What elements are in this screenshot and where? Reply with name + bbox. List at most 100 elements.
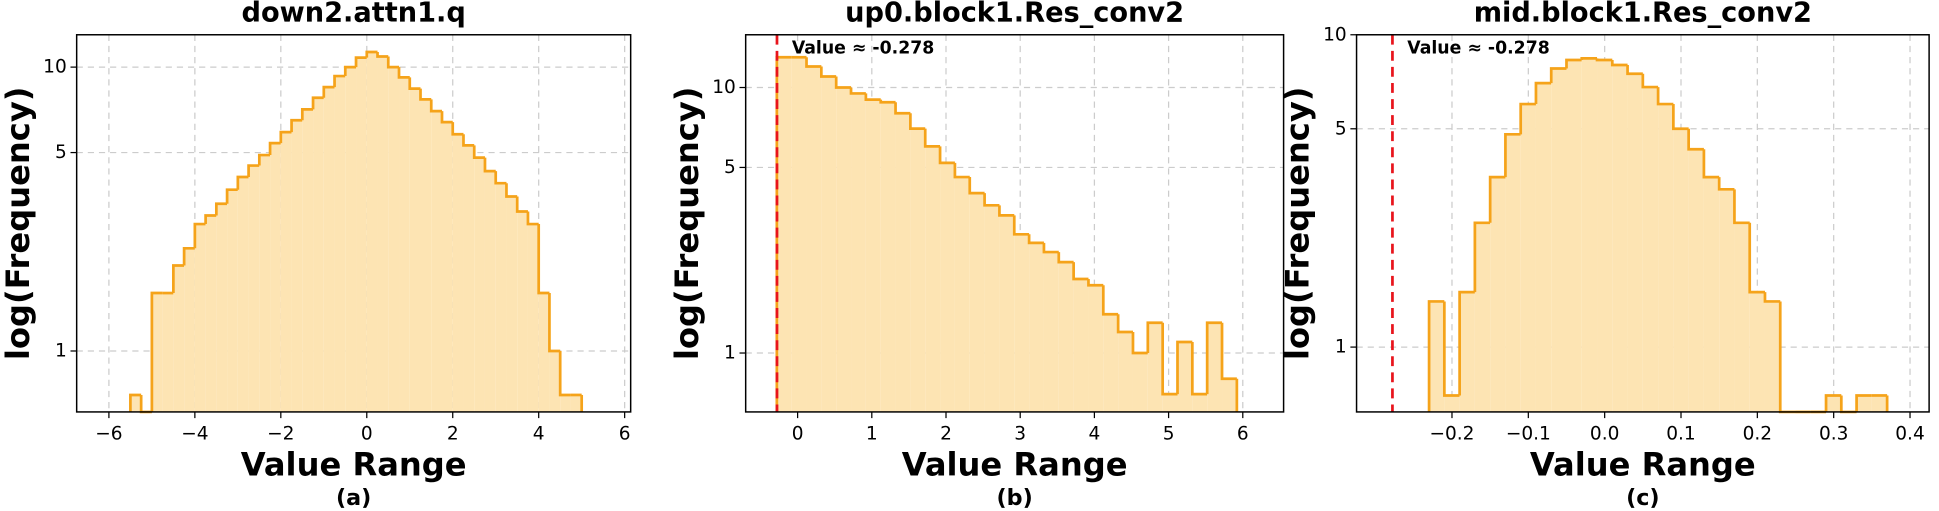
bar (791, 57, 807, 412)
bar (1192, 394, 1208, 412)
bar (1490, 177, 1506, 412)
axes-frame (75, 34, 632, 413)
x-tick-label: 0.3 (1819, 424, 1848, 445)
bar-outline (1087, 279, 1104, 287)
bar-outline (1519, 102, 1536, 135)
bar (1551, 68, 1567, 412)
bar-outline (1427, 300, 1445, 412)
bar (366, 52, 378, 412)
bar (345, 67, 357, 412)
x-tick-label: 2 (447, 424, 459, 445)
bar-outline (397, 67, 410, 79)
bar (356, 57, 367, 412)
bar (527, 224, 539, 412)
bar-outline (472, 145, 485, 159)
bar (1207, 322, 1223, 412)
bar-outline (300, 107, 314, 121)
bar (1043, 252, 1059, 412)
bar-outline (386, 56, 400, 69)
bar-outline (894, 102, 911, 115)
bar-outline (247, 164, 260, 178)
bar-outline (1641, 73, 1659, 89)
bar (538, 293, 550, 412)
bar-outline (1748, 222, 1765, 294)
bar-outline (365, 50, 378, 58)
panel-caption: (b) (997, 485, 1033, 511)
reference-label: Value ≈ -0.278 (1407, 38, 1550, 58)
bar (452, 134, 464, 412)
bar (205, 215, 217, 412)
bar (270, 143, 281, 412)
y-tick-label: 1 (724, 343, 736, 364)
reference-label: Value ≈ -0.278 (792, 38, 935, 58)
bar-outline (1458, 290, 1475, 396)
bar (1612, 65, 1628, 412)
bar-outline (408, 77, 421, 90)
bar (1429, 301, 1445, 412)
bar (821, 76, 837, 412)
panel: −6 −4 −2 0 2 4 6 1 5 10 down2.attn1.q Value Range lo… (0, 0, 632, 511)
bar-outline (204, 214, 217, 225)
y-tick-label: 5 (55, 142, 67, 163)
bar-outline (1549, 67, 1567, 84)
bar-outline (1176, 340, 1193, 395)
x-tick-label: 0.1 (1666, 424, 1695, 445)
bar (409, 88, 421, 412)
bar (441, 122, 453, 412)
bar (1029, 242, 1044, 412)
bar (237, 177, 249, 412)
bar-outline (311, 96, 324, 110)
panel: 0 1 2 3 4 5 6 1 5 10 Value ≈ -0.278 up0.block1.Res_… (668, 0, 1285, 511)
bar-outline (343, 65, 357, 77)
bar (173, 265, 185, 412)
bar (806, 66, 822, 412)
bar (1162, 394, 1178, 412)
bar-outline (1778, 301, 1796, 414)
bar (999, 215, 1015, 412)
bar (895, 113, 911, 412)
bar (302, 109, 314, 412)
bar (420, 99, 432, 412)
bar-outline (1763, 292, 1781, 303)
bar (280, 132, 292, 412)
bar (560, 394, 571, 412)
bar-outline (1190, 342, 1208, 396)
bar-outline (483, 157, 496, 173)
bar (1581, 58, 1598, 412)
bar-outline (1027, 234, 1044, 245)
panel-caption: (c) (1626, 485, 1660, 511)
bar (880, 102, 896, 412)
bar-outline (225, 188, 238, 204)
y-tick-label: 1 (1335, 337, 1347, 358)
y-tick-label: 10 (43, 57, 67, 78)
bar (984, 205, 1000, 412)
bar (227, 189, 238, 412)
bar (1871, 395, 1888, 412)
bar-outline (1656, 87, 1674, 106)
bar (388, 67, 400, 412)
bar (259, 155, 271, 412)
bar-outline (214, 202, 228, 216)
bar (1474, 222, 1491, 412)
x-tick-label: 4 (533, 424, 545, 445)
bar (1826, 395, 1842, 412)
panel: −0.2 −0.1 0.0 0.1 0.2 0.3 0.4 1 5 10 Value ≈ -0.27… (1279, 0, 1930, 511)
bar-outline (998, 205, 1015, 217)
bar (184, 248, 195, 412)
bar-outline (333, 74, 346, 88)
bar-outline (909, 113, 926, 131)
bar-outline (983, 193, 1000, 207)
bar-outline (429, 99, 442, 113)
bar (377, 56, 389, 412)
bar-outline (1824, 394, 1842, 412)
bar-outline (558, 350, 571, 397)
bar (463, 145, 475, 412)
bar-outline (849, 87, 866, 95)
bar-outline (1072, 262, 1089, 281)
y-axis-label: log(Frequency) (668, 87, 706, 361)
bar (431, 111, 442, 412)
bar-outline (1442, 301, 1460, 397)
bar-outline (451, 122, 464, 136)
bar-outline (1473, 221, 1491, 293)
bar (1222, 378, 1237, 412)
